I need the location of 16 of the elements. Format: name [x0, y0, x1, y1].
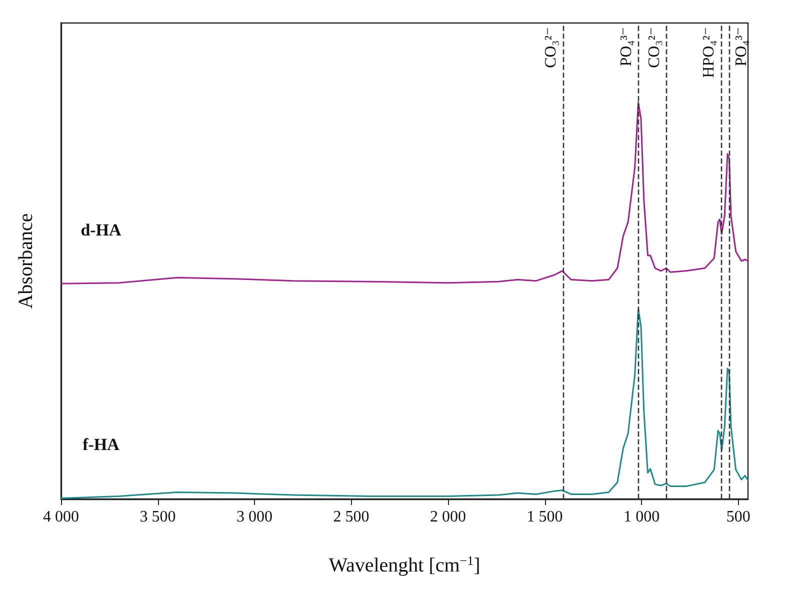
x-tick-label: 2 000 — [430, 508, 466, 526]
x-tick-label: 2 500 — [333, 508, 370, 526]
ref-line-label: CO₃²⁻ — [542, 27, 560, 68]
x-tick-label: 3 500 — [140, 508, 176, 526]
text: f-HA — [82, 435, 120, 454]
x-tick-label: 3 000 — [236, 508, 273, 526]
ref-line-label: PO₄³⁻ — [618, 27, 636, 66]
ref-line-label: CO₃²⁻ — [646, 27, 664, 68]
ref-line-label: HPO₄²⁻ — [700, 27, 718, 78]
x-tick-label: 500 — [726, 508, 750, 526]
x-tick-label: 4 000 — [43, 508, 79, 526]
x-tick-label: 1 500 — [526, 508, 563, 526]
x-tick-label: 1 000 — [624, 508, 660, 526]
ref-line-label: PO₄³⁻ — [733, 27, 750, 66]
y-axis-title: Absorbance — [15, 213, 37, 309]
text: d-HA — [80, 220, 122, 240]
